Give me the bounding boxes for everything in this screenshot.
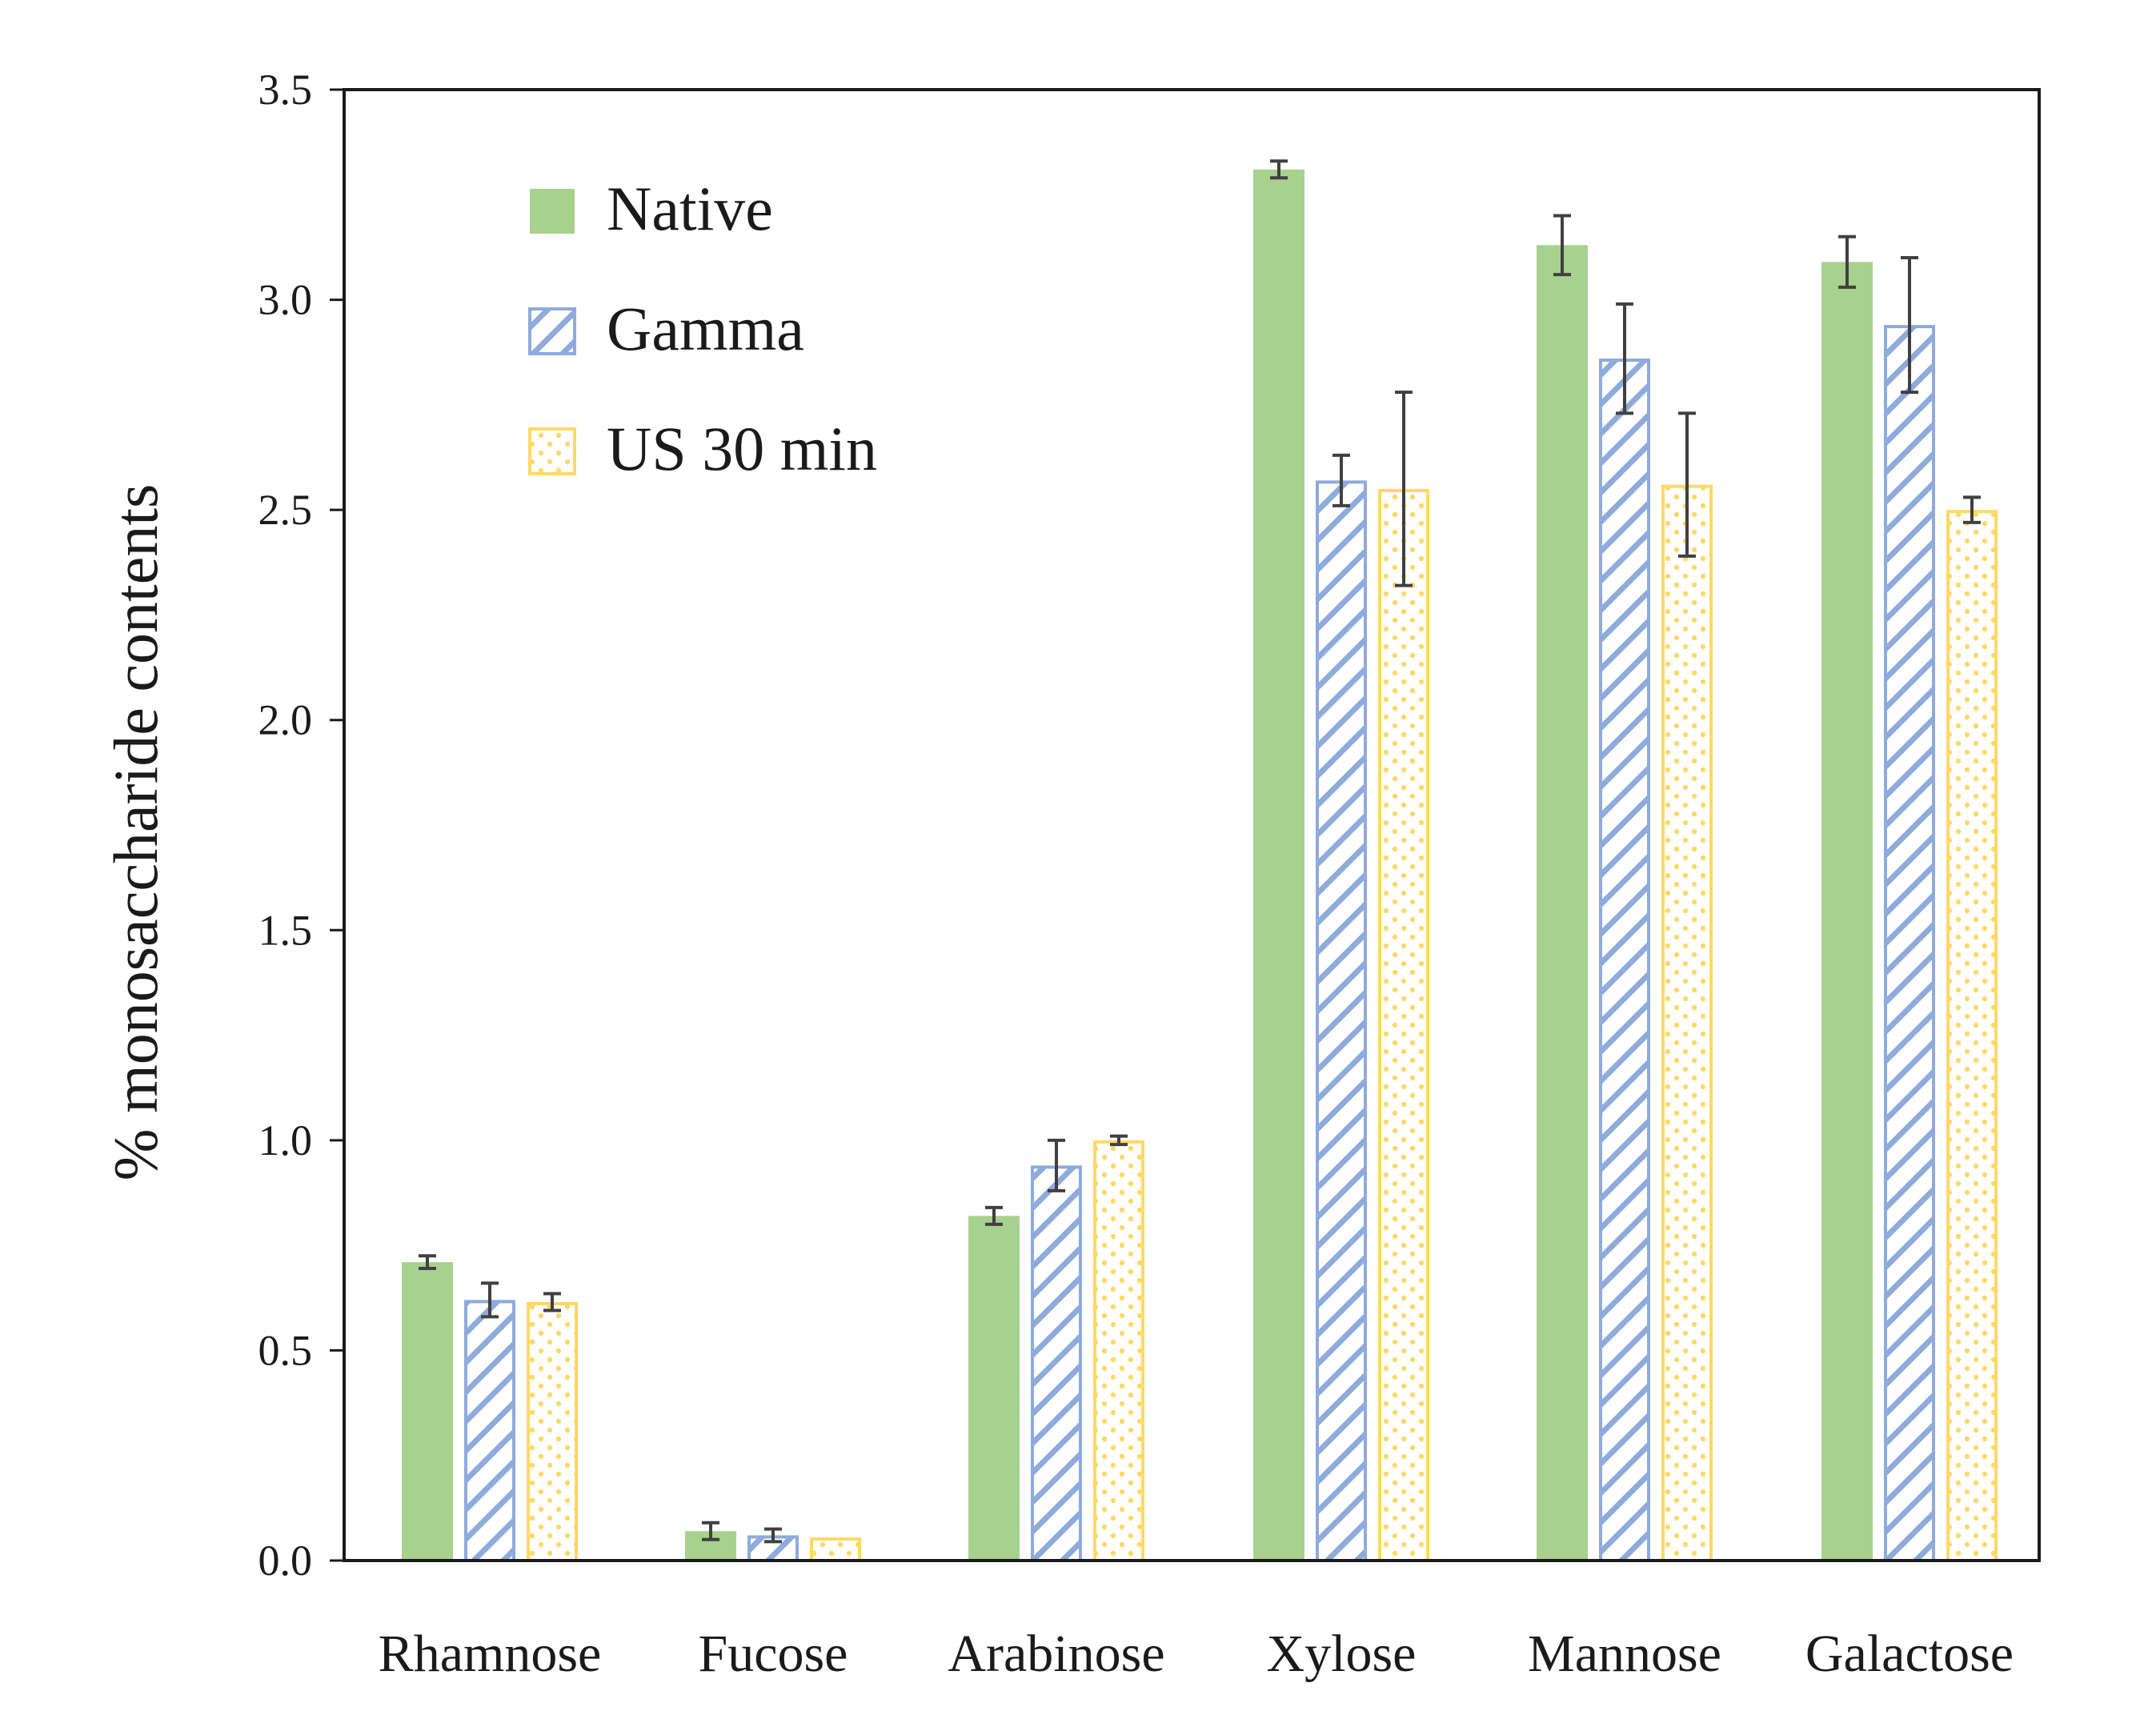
error-bar-us-30-min-rhamnose [543, 1292, 561, 1312]
bar-gamma-rhamnose [464, 1300, 515, 1562]
y-tick-label: 0.0 [258, 1537, 313, 1585]
y-tick-label: 2.5 [258, 486, 313, 534]
y-axis-label: % monosaccharide contents [101, 484, 170, 1181]
error-bars-layer [419, 159, 1981, 1544]
error-bar-us-30-min-galactose [1963, 495, 1981, 524]
y-axis: 0.0 0.5 1.0 1.5 2.0 2.5 3.0 3.5 [258, 66, 344, 1585]
bar-us-30-min-arabinose [1093, 1140, 1144, 1563]
bar-native-xylose [1253, 169, 1304, 1561]
error-bar-native-xylose [1270, 159, 1288, 180]
error-bar-native-arabinose [985, 1205, 1003, 1226]
error-bar-us-30-min-arabinose [1110, 1134, 1128, 1147]
bar-us-30-min-rhamnose [527, 1302, 578, 1562]
error-bar-gamma-rhamnose [481, 1281, 499, 1319]
x-category-label-galactose: Galactose [1805, 1625, 2014, 1683]
bar-gamma-mannose [1599, 359, 1650, 1562]
legend-swatch-us-30-min [528, 427, 576, 475]
bar-gamma-xylose [1316, 480, 1367, 1563]
x-category-label-xylose: Xylose [1267, 1625, 1417, 1683]
bar-us-30-min-galactose [1946, 510, 1998, 1563]
error-bar-native-fucose [702, 1521, 719, 1541]
error-bar-native-mannose [1553, 214, 1571, 277]
y-tick-label: 3.0 [258, 276, 313, 324]
error-bar-us-30-min-mannose [1678, 411, 1696, 558]
bar-native-arabinose [968, 1216, 1020, 1561]
error-bar-gamma-fucose [764, 1527, 782, 1544]
plot-frame [343, 88, 2041, 1562]
legend-label-native: Native [607, 174, 773, 243]
y-tick-label: 2.0 [258, 696, 313, 744]
x-category-label-arabinose: Arabinose [948, 1625, 1164, 1683]
legend-label-us-30-min: US 30 min [607, 414, 877, 483]
legend-swatch-native [530, 189, 575, 234]
legend: Native Gamma US 30 min [528, 174, 877, 483]
bar-native-galactose [1821, 262, 1873, 1561]
x-axis: Rhamnose Fucose Arabinose Xylose Mannose Gala… [379, 1625, 2014, 1683]
bar-us-30-min-xylose [1378, 488, 1429, 1562]
y-tick-label: 1.0 [258, 1116, 313, 1164]
y-tick-label: 3.5 [258, 66, 313, 114]
error-bar-native-galactose [1838, 234, 1856, 289]
y-tick-label: 1.5 [258, 906, 313, 954]
bar-native-mannose [1537, 245, 1588, 1561]
error-bar-gamma-arabinose [1048, 1138, 1065, 1192]
error-bar-gamma-xylose [1332, 453, 1350, 507]
error-bar-gamma-mannose [1616, 302, 1633, 415]
bar-us-30-min-fucose [810, 1537, 861, 1563]
legend-label-gamma: Gamma [607, 294, 804, 363]
bar-us-30-min-mannose [1661, 484, 1713, 1562]
x-category-label-rhamnose: Rhamnose [379, 1625, 602, 1683]
error-bar-us-30-min-xylose [1395, 391, 1413, 587]
bar-native-rhamnose [402, 1262, 453, 1561]
x-category-label-mannose: Mannose [1528, 1625, 1721, 1683]
y-tick-label: 0.5 [258, 1326, 313, 1374]
error-bar-native-rhamnose [419, 1254, 436, 1271]
legend-swatch-gamma [528, 307, 576, 355]
bars-layer [402, 169, 1998, 1563]
bar-gamma-arabinose [1031, 1165, 1082, 1562]
bar-gamma-galactose [1884, 325, 1935, 1563]
error-bar-gamma-galactose [1901, 256, 1918, 395]
x-category-label-fucose: Fucose [699, 1625, 848, 1683]
